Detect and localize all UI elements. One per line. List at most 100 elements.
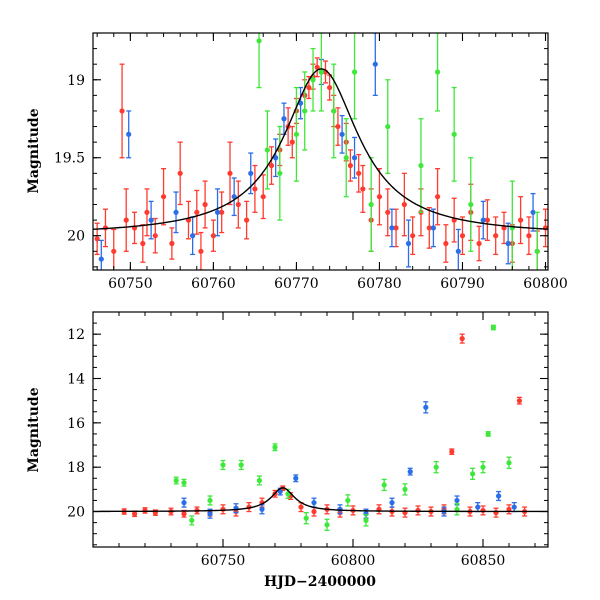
marker <box>434 194 441 200</box>
marker <box>227 170 233 176</box>
marker <box>454 506 460 512</box>
marker <box>518 217 524 223</box>
data-point <box>480 200 486 240</box>
marker <box>152 233 158 239</box>
data-point <box>189 515 195 526</box>
data-point <box>173 476 179 485</box>
data-point <box>310 47 316 112</box>
data-point <box>177 141 183 206</box>
data-point <box>140 224 146 263</box>
marker <box>198 248 204 254</box>
marker <box>219 209 225 215</box>
marker <box>393 225 399 231</box>
marker <box>181 500 187 506</box>
data-point <box>94 222 100 256</box>
data-point <box>506 504 512 515</box>
data-point <box>111 228 117 270</box>
marker <box>231 194 237 200</box>
data-point <box>259 504 265 515</box>
marker <box>389 500 395 506</box>
data-point <box>360 164 366 213</box>
marker <box>264 147 270 153</box>
data-point <box>402 507 408 518</box>
marker <box>351 155 358 161</box>
data-point <box>385 79 391 174</box>
data-point <box>289 125 295 159</box>
data-point <box>405 219 412 268</box>
data-point <box>314 57 320 78</box>
marker <box>405 240 412 247</box>
marker <box>493 233 499 239</box>
marker <box>407 469 413 475</box>
data-point <box>347 149 353 182</box>
data-point <box>434 33 441 112</box>
data-point <box>256 33 262 89</box>
data-point <box>509 180 515 270</box>
data-point <box>443 224 449 263</box>
data-point <box>418 118 424 213</box>
data-point <box>235 180 241 229</box>
marker <box>140 240 146 247</box>
marker <box>220 506 226 512</box>
marker <box>534 248 540 254</box>
data-point <box>324 518 330 532</box>
data-point <box>98 239 104 270</box>
y-tick-label: 19.5 <box>54 151 85 167</box>
marker <box>177 170 183 176</box>
marker <box>516 398 523 404</box>
marker <box>480 507 486 514</box>
data-point <box>449 448 455 455</box>
marker <box>142 507 148 514</box>
marker <box>181 511 187 517</box>
marker <box>327 84 333 91</box>
data-point <box>433 460 439 474</box>
data-point <box>356 153 362 193</box>
marker <box>314 64 320 70</box>
marker <box>268 162 275 169</box>
y-tick-label: 12 <box>67 327 85 343</box>
marker <box>293 131 300 137</box>
data-point <box>480 460 486 474</box>
data-point <box>434 168 441 226</box>
marker <box>468 201 474 208</box>
marker <box>306 84 312 91</box>
x-tick-label: 60770 <box>274 276 319 292</box>
marker <box>459 336 465 342</box>
data-point <box>389 208 395 248</box>
bottom-frame <box>92 311 549 548</box>
bottom-x-axis-label: HJD−2400000 <box>264 574 376 590</box>
x-tick-label: 60800 <box>523 276 568 292</box>
marker <box>480 464 486 470</box>
data-point <box>119 63 125 159</box>
data-point <box>148 200 154 240</box>
marker <box>363 517 369 523</box>
data-point <box>493 216 499 256</box>
marker <box>454 497 460 504</box>
marker <box>451 131 457 137</box>
y-tick-label: 14 <box>67 372 85 388</box>
bottom-panel: 60750 60800 60850 12 14 16 18 20 Magnitude HJD−… <box>26 311 549 590</box>
marker <box>459 233 466 239</box>
data-point <box>123 188 129 252</box>
marker <box>324 522 330 528</box>
marker <box>449 449 455 455</box>
data-point <box>142 507 148 514</box>
marker <box>272 444 278 450</box>
data-point <box>423 401 429 414</box>
bottom-data-points <box>121 324 528 532</box>
marker <box>214 209 221 215</box>
marker <box>335 123 341 130</box>
x-tick-label: 60850 <box>461 553 506 569</box>
marker <box>252 186 258 192</box>
x-tick-label: 60790 <box>440 276 485 292</box>
marker <box>484 217 490 223</box>
marker <box>433 464 439 470</box>
data-point <box>181 497 187 508</box>
marker <box>111 248 117 254</box>
marker <box>530 209 536 215</box>
top-axes: 60750 60760 60770 60780 60790 60800 19 19.5 20 <box>54 32 568 292</box>
data-point <box>303 511 309 525</box>
marker <box>220 462 226 468</box>
marker <box>260 194 266 200</box>
data-point <box>493 507 499 518</box>
